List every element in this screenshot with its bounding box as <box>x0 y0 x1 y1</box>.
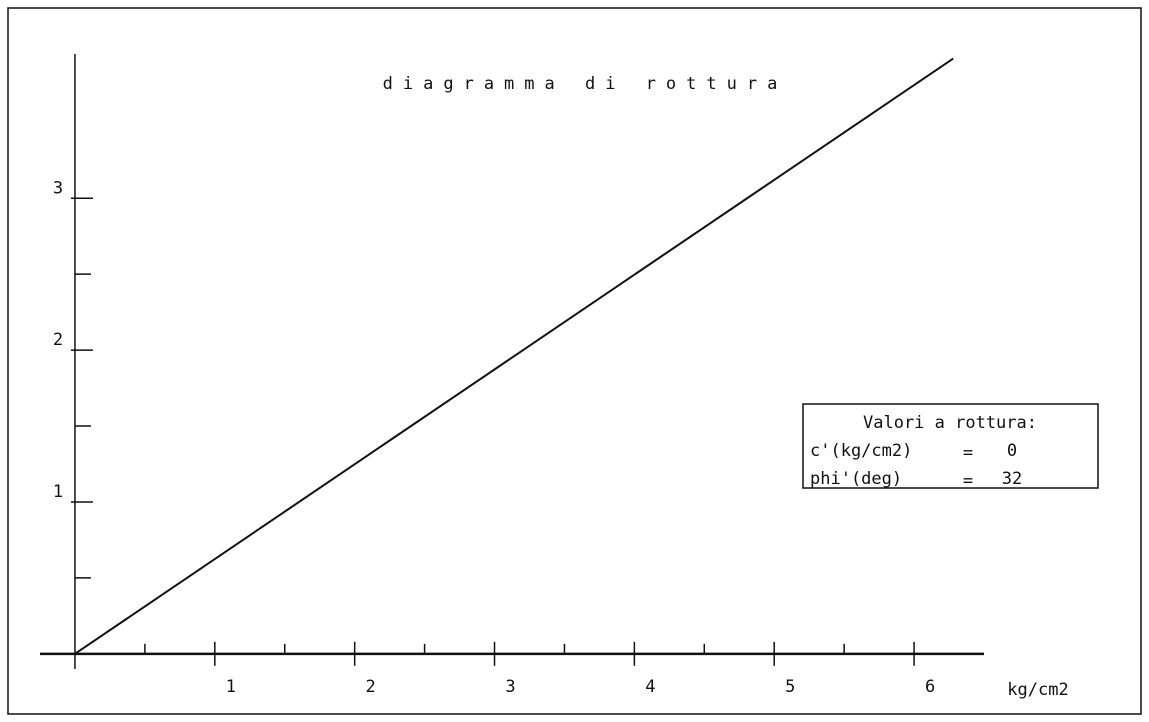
legend-box <box>802 403 1099 489</box>
chart-title: diagramma di rottura <box>383 74 788 94</box>
annotation-title: Valori a rottura: <box>863 413 1037 433</box>
annotation-label: phi'(deg) <box>810 469 902 489</box>
x-tick-label: 1 <box>226 677 236 697</box>
x-tick-label: 4 <box>645 677 655 697</box>
x-axis-label: kg/cm2 <box>1007 680 1068 700</box>
x-tick-label: 3 <box>505 677 515 697</box>
annotation-value: 0 <box>1007 441 1017 461</box>
x-tick-label: 6 <box>925 677 935 697</box>
x-tick-label: 2 <box>366 677 376 697</box>
annotation-label: c'(kg/cm2) <box>810 441 912 461</box>
x-tick-label: 5 <box>785 677 795 697</box>
annotation-value: 32 <box>1002 469 1022 489</box>
annotation-sign: = <box>963 443 973 463</box>
y-tick-label: 1 <box>53 482 63 502</box>
annotation-sign: = <box>963 471 973 491</box>
frame <box>7 7 1142 715</box>
y-tick-label: 2 <box>53 330 63 350</box>
failure-line <box>74 57 954 655</box>
y-tick-label: 3 <box>53 178 63 198</box>
